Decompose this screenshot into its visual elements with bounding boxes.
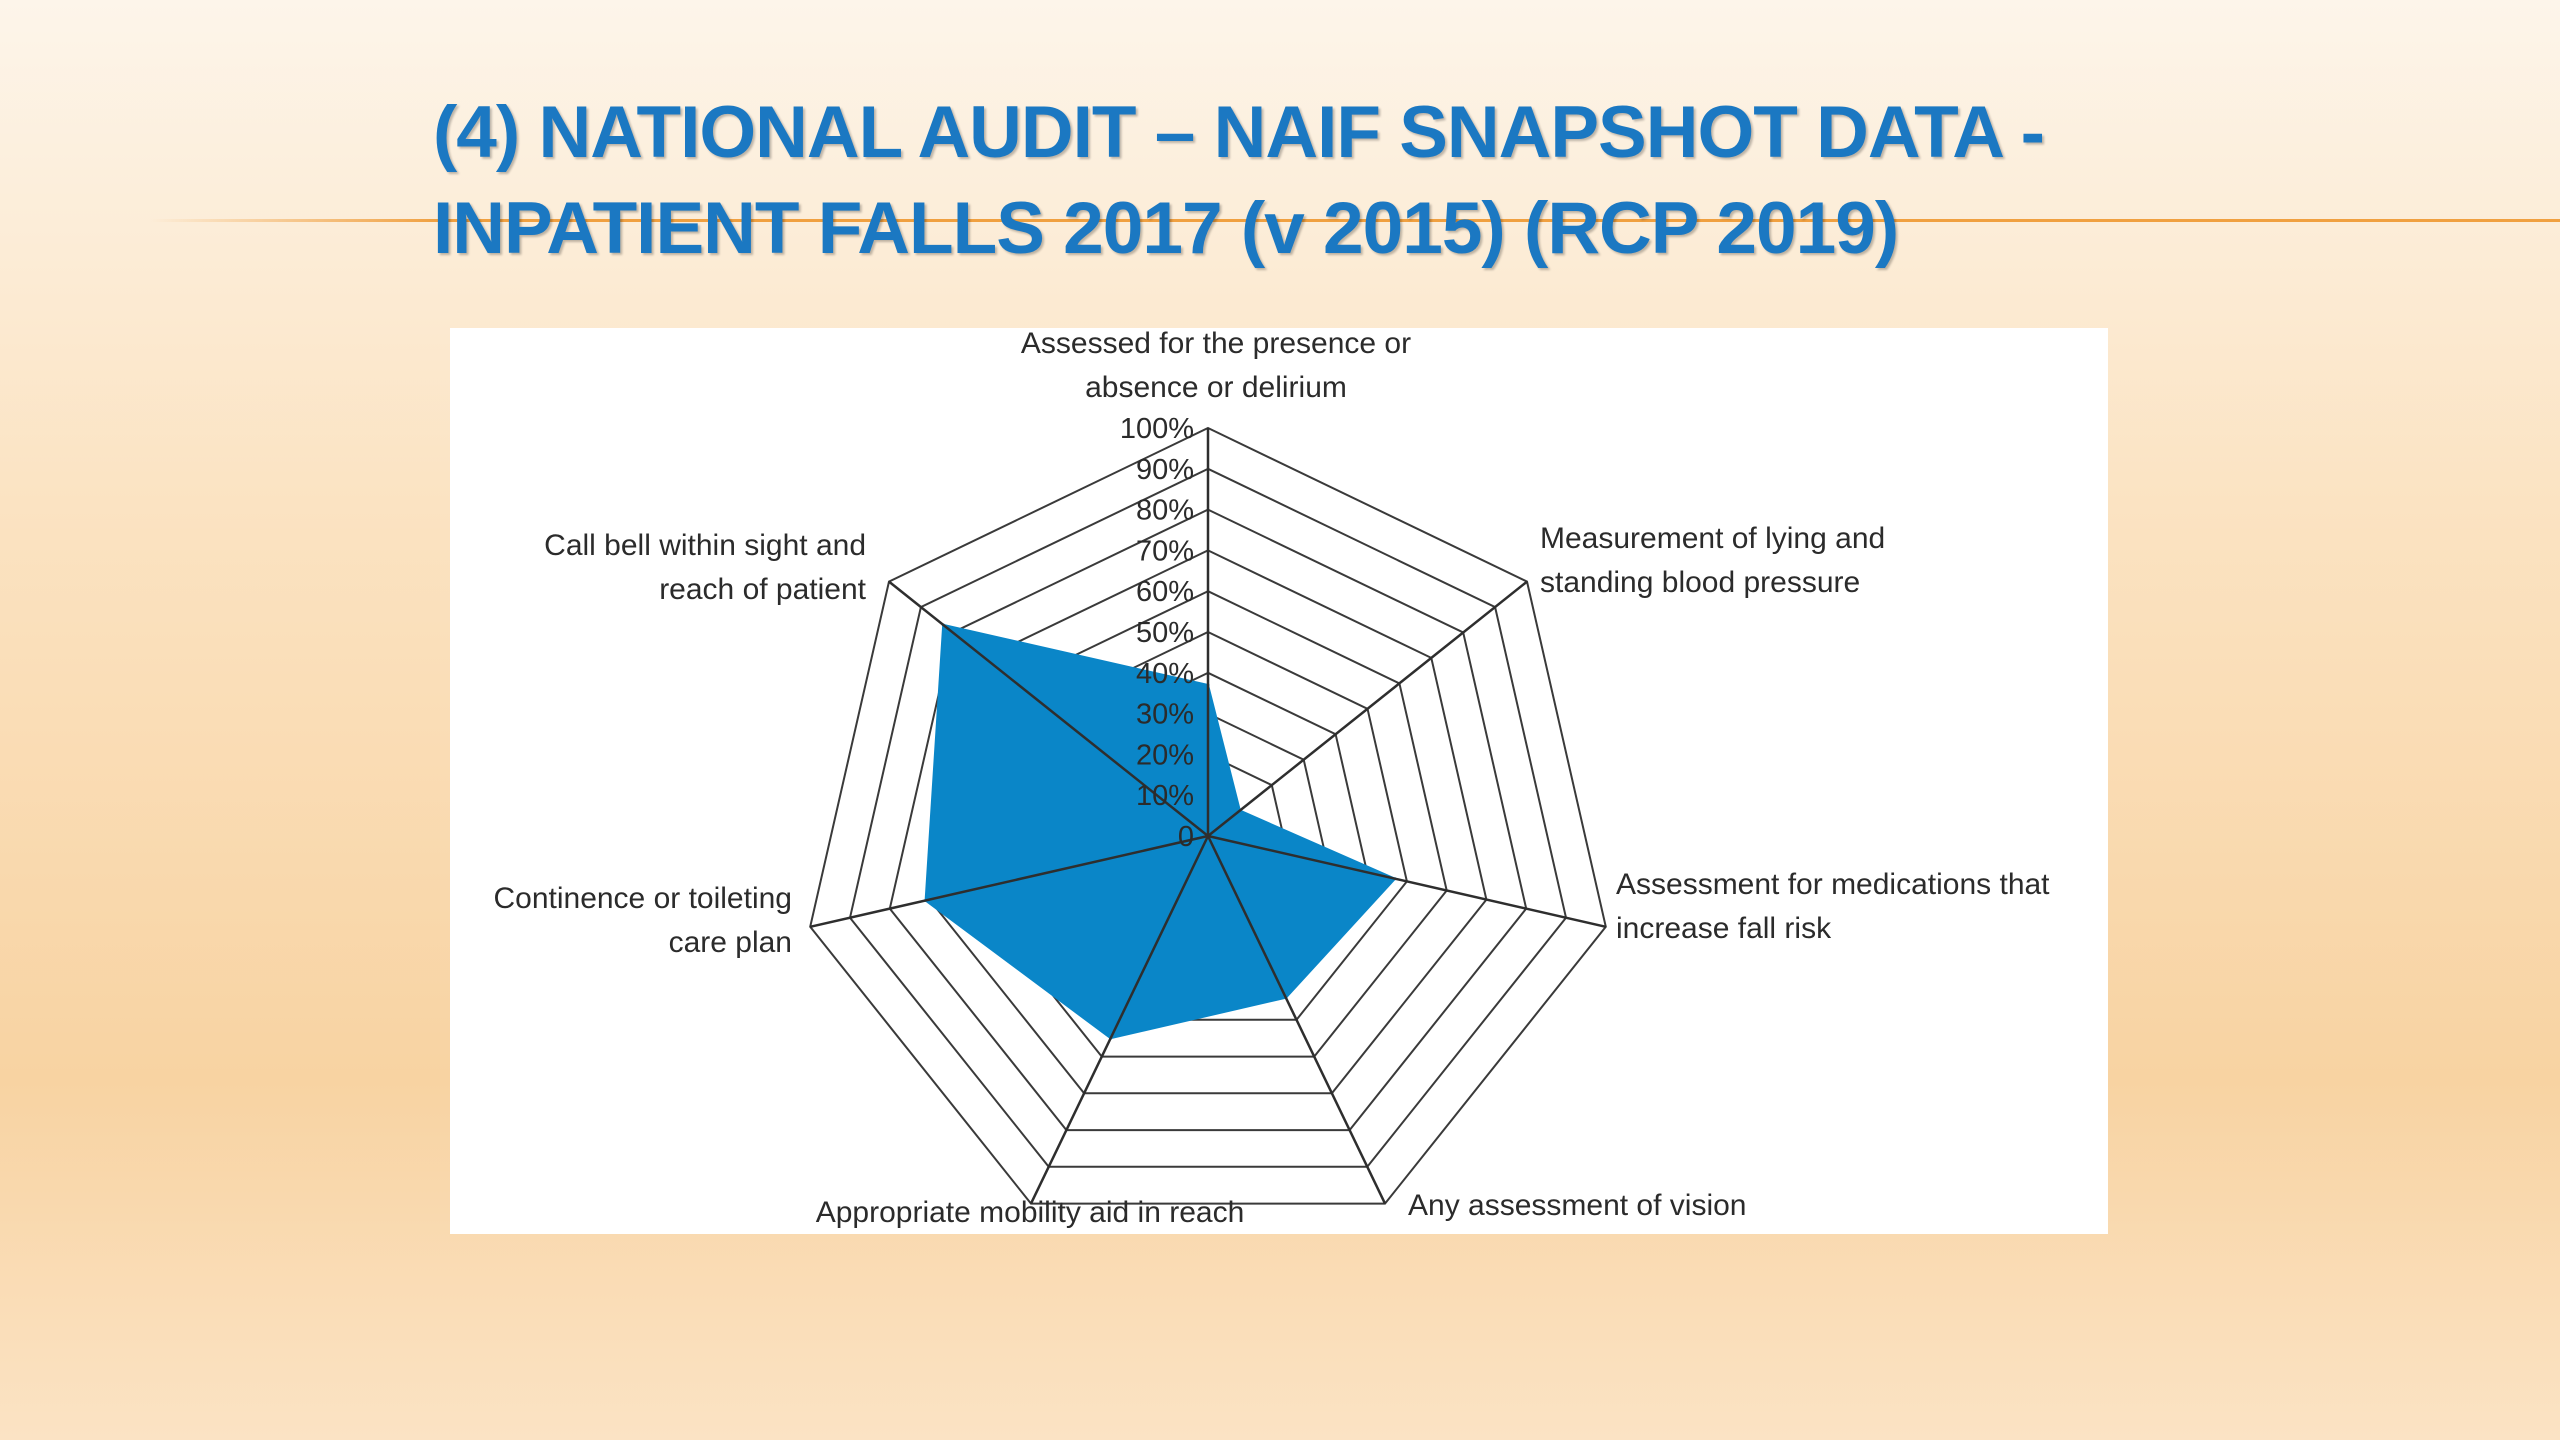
category-label-5: Continence or toileting care plan [493,882,792,959]
spoke-1 [1207,580,1528,837]
tick-label-3: 30% [1136,699,1194,731]
spoke-6 [888,580,1209,837]
radar-spokes [809,428,1607,1205]
tick-label-8: 80% [1136,495,1194,527]
category-label-4-line-0: Appropriate mobility aid in reach [816,1196,1245,1229]
category-label-6: Call bell within sight and reach of patie… [544,529,867,606]
category-label-6-line-1: reach of patient [659,573,866,606]
spoke-2 [1207,834,1607,929]
category-label-2: Assessment for medications that increase … [1616,868,2050,945]
category-label-2-line-0: Assessment for medications that [1616,868,2050,901]
category-label-1-line-1: standing blood pressure [1540,566,1860,599]
radar-tick-labels: 0 10% 20% 30% 40% 50% 60% 70% 80% 90% 100% [1120,413,1194,853]
radar-chart-panel: 0 10% 20% 30% 40% 50% 60% 70% 80% 90% 100% Assesse… [450,328,2108,1234]
tick-label-6: 60% [1136,576,1194,608]
grid-ring-90 [848,467,1568,1168]
tick-label-4: 40% [1136,658,1194,690]
tick-label-1: 10% [1136,780,1194,812]
category-label-3: Any assessment of vision [1408,1189,1746,1222]
category-label-0-line-1: absence or delirium [1085,371,1347,404]
category-label-5-line-0: Continence or toileting [493,882,792,915]
tick-label-0: 0 [1178,821,1194,853]
tick-label-7: 70% [1136,535,1194,567]
category-label-1-line-0: Measurement of lying and [1540,522,1885,555]
tick-label-10: 100% [1120,413,1194,445]
category-label-3-line-0: Any assessment of vision [1408,1189,1746,1222]
category-label-4: Appropriate mobility aid in reach [816,1196,1245,1229]
category-label-2-line-1: increase fall risk [1616,912,1832,945]
slide-title-line-1: (4) NATIONAL AUDIT – NAIF SNAPSHOT DATA … [433,92,2045,173]
category-label-0-line-0: Assessed for the presence or [1021,328,1411,360]
category-label-0: Assessed for the presence or absence or d… [1021,328,1411,404]
slide-title: (4) NATIONAL AUDIT – NAIF SNAPSHOT DATA … [433,85,2133,277]
category-label-6-line-0: Call bell within sight and [544,529,866,562]
tick-label-9: 90% [1136,454,1194,486]
category-label-5-line-1: care plan [669,926,792,959]
slide-title-line-2: INPATIENT FALLS 2017 (v 2015) (RCP 2019) [433,188,1899,269]
series-area-0 [924,623,1397,1040]
radar-category-labels: Assessed for the presence or absence or d… [493,328,2050,1229]
spoke-5 [809,834,1209,929]
title-accent-line [150,219,2560,222]
tick-label-2: 20% [1136,739,1194,771]
spoke-3 [1206,835,1387,1205]
radar-chart: 0 10% 20% 30% 40% 50% 60% 70% 80% 90% 100% Assesse… [493,328,2050,1229]
spoke-4 [1029,835,1210,1205]
tick-label-5: 50% [1136,617,1194,649]
category-label-1: Measurement of lying and standing blood p… [1540,522,1885,599]
grid-ring-100 [809,426,1607,1205]
